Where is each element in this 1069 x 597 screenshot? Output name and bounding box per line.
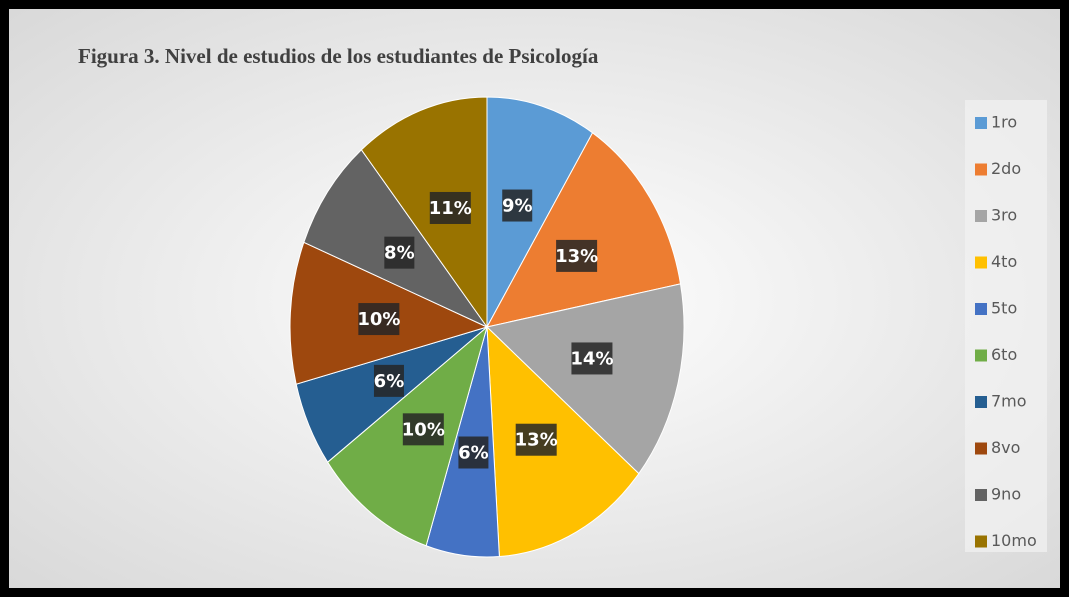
legend-label: 1ro	[991, 113, 1017, 132]
data-label-box	[502, 189, 533, 222]
data-label-box	[458, 436, 489, 469]
legend-label: 5to	[991, 299, 1017, 318]
legend-label: 10mo	[991, 531, 1037, 550]
legend-label: 4to	[991, 252, 1017, 271]
pie-slice	[486, 325, 640, 558]
chart-title: Figura 3. Nivel de estudios de los estud…	[78, 44, 599, 68]
legend-swatch	[975, 303, 987, 315]
legend-swatch	[975, 396, 987, 408]
legend-label: 8vo	[991, 438, 1020, 457]
data-label: 14%	[570, 348, 613, 369]
data-label-box	[515, 423, 557, 456]
legend-swatch	[975, 117, 987, 129]
pie-slice	[486, 132, 682, 328]
data-label-box	[384, 236, 415, 269]
legend-swatch	[975, 210, 987, 222]
pie-slice	[360, 96, 488, 329]
legend-swatch	[975, 163, 987, 176]
data-label: 13%	[555, 246, 598, 267]
pie-slice	[486, 96, 594, 328]
legend-label: 7mo	[991, 392, 1027, 411]
data-label: 6%	[374, 371, 405, 392]
legend-swatch	[975, 256, 987, 269]
data-label-box	[358, 303, 400, 336]
legend-swatch	[975, 535, 987, 548]
pie	[289, 96, 685, 558]
data-label-box	[429, 191, 471, 224]
data-label-box	[571, 342, 613, 375]
data-label-box	[402, 413, 444, 446]
data-label-box	[556, 239, 598, 272]
data-label: 6%	[458, 443, 489, 464]
data-label: 11%	[429, 198, 472, 219]
legend-swatch	[975, 349, 987, 362]
legend-label: 3ro	[991, 206, 1017, 225]
data-label: 10%	[357, 309, 400, 330]
legend-swatch	[975, 489, 987, 501]
data-label: 10%	[402, 419, 445, 440]
data-label: 8%	[384, 243, 415, 264]
legend-label: 2do	[991, 159, 1021, 178]
data-label: 13%	[515, 430, 558, 451]
data-labels: 9% 13% 14% 13% 6% 10% 6% 10% 8% 11%	[357, 189, 613, 469]
legend-label: 9no	[991, 485, 1021, 504]
legend-label: 6to	[991, 345, 1017, 364]
data-label: 9%	[502, 196, 533, 217]
legend-swatch	[975, 442, 987, 455]
data-label-box	[373, 364, 404, 397]
pie-slice	[485, 283, 685, 475]
legend: 1ro 2do 3ro 4to 5to 6to 7mo 8vo 9no 10mo	[975, 113, 1037, 550]
